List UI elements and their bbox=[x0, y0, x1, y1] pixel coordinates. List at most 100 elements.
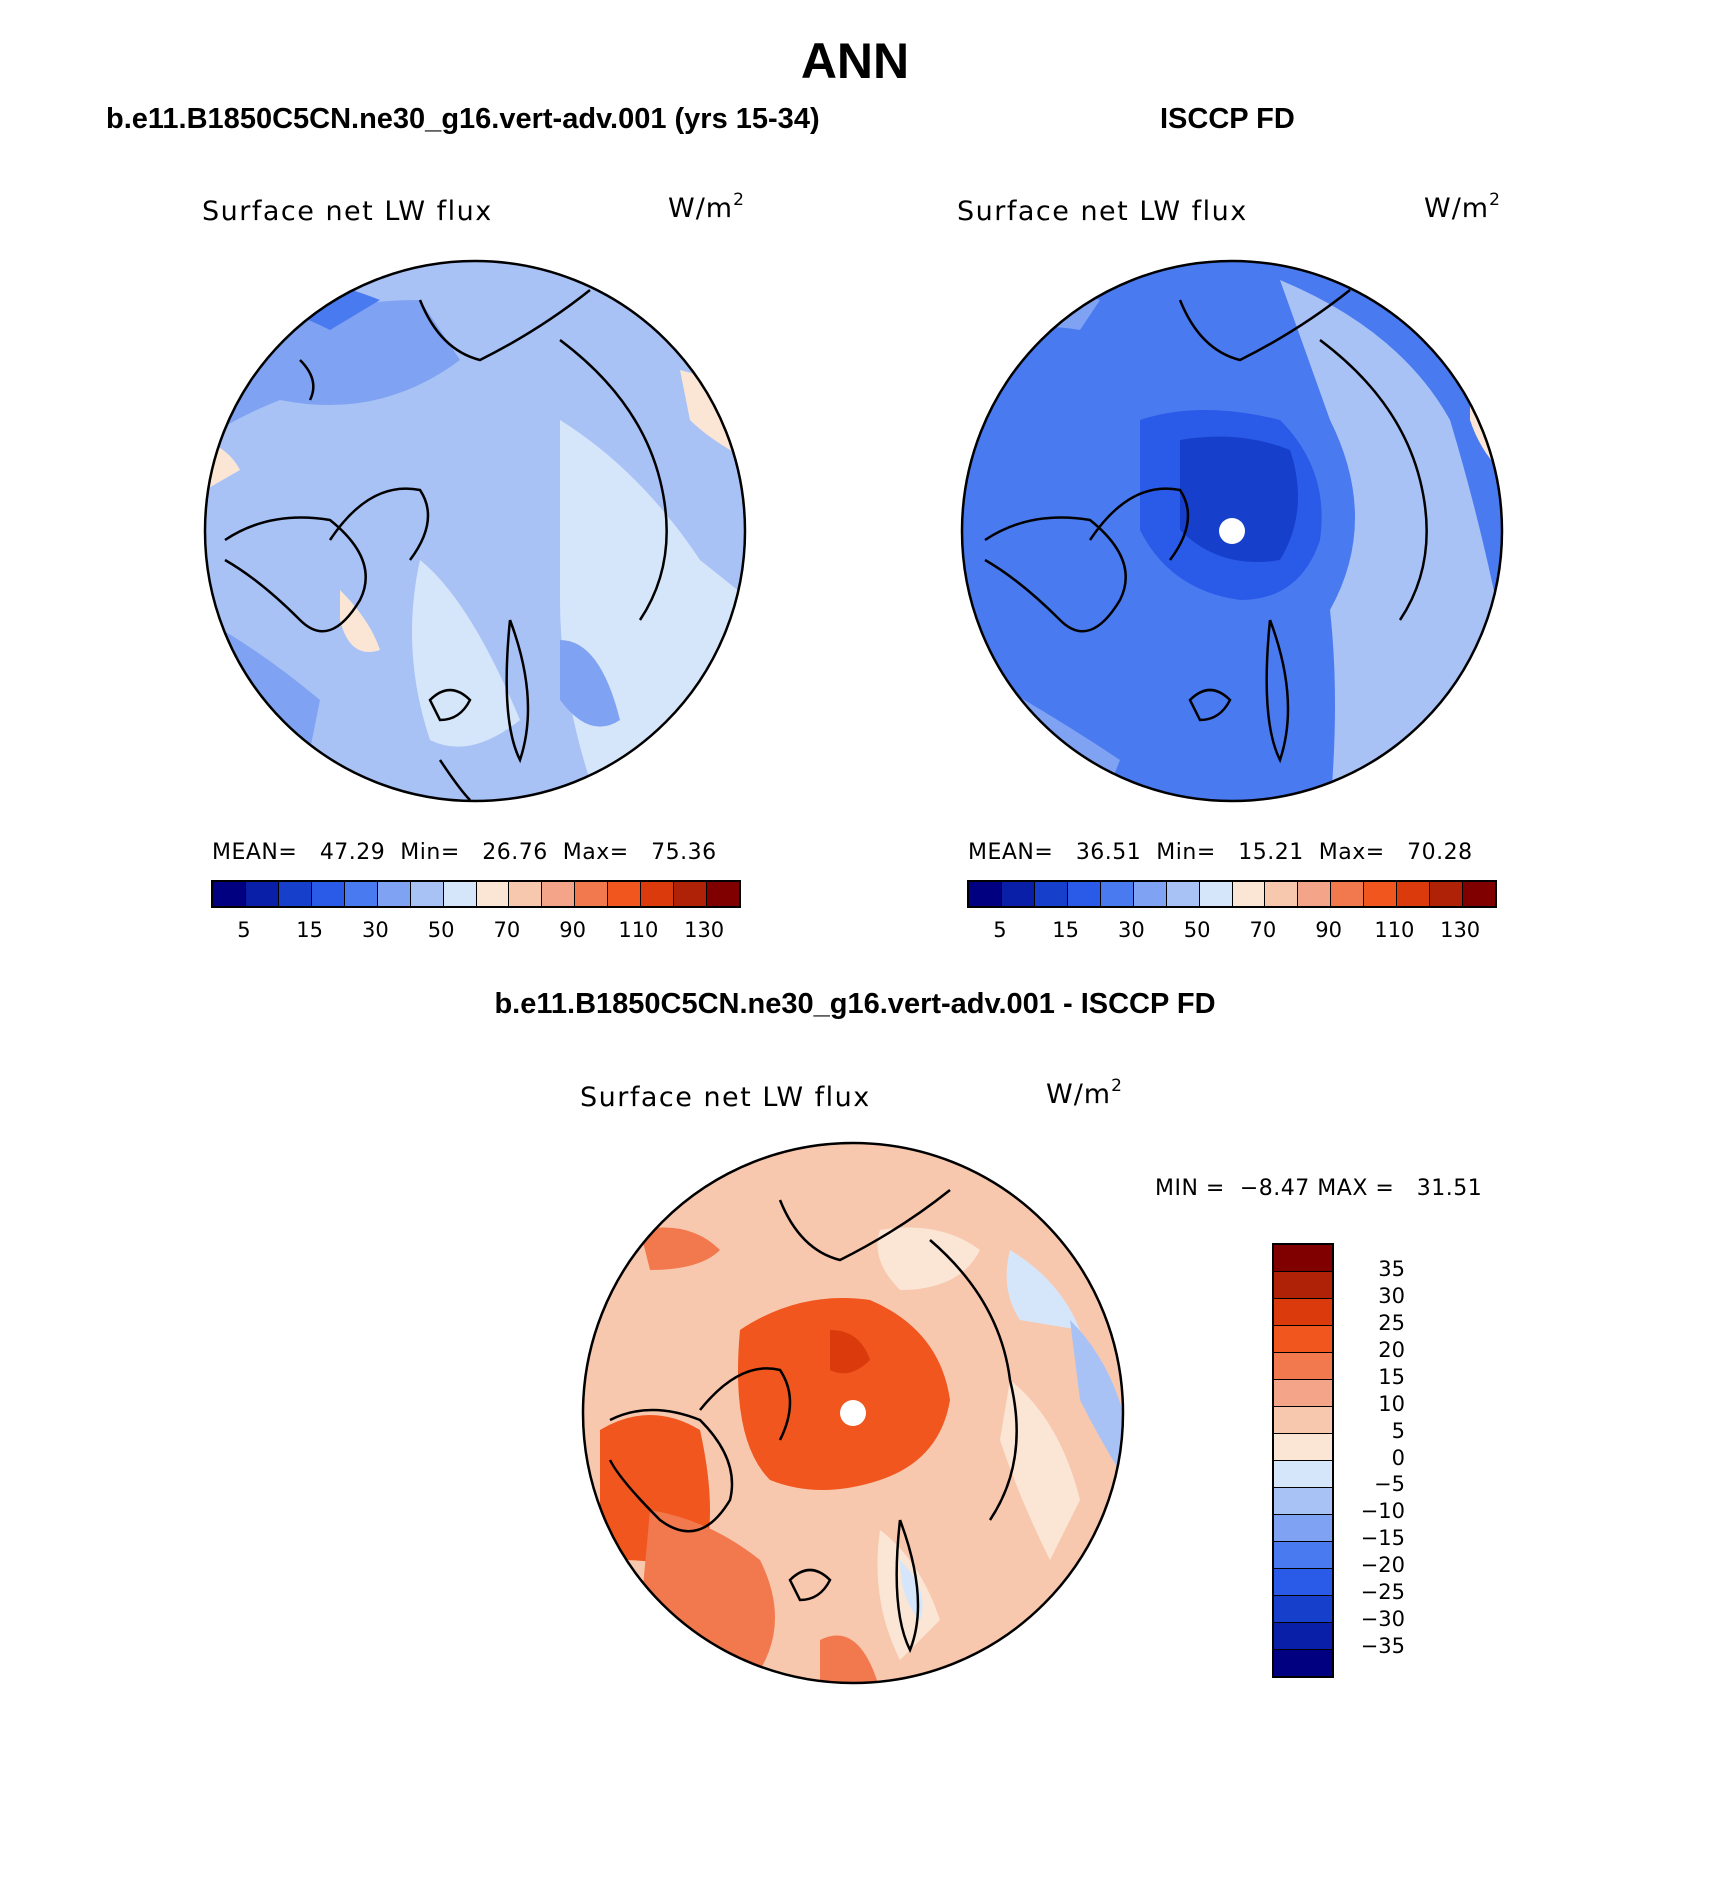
colorbar-swatch bbox=[1274, 1406, 1332, 1433]
colorbar-tick-label: −5 bbox=[1374, 1472, 1405, 1497]
diff-stats: MIN = −8.47 MAX = 31.51 bbox=[1155, 1176, 1483, 1201]
colorbar-swatch bbox=[244, 882, 278, 906]
obs-units: W/m2 bbox=[1424, 190, 1501, 224]
colorbar-swatch bbox=[1462, 882, 1495, 906]
colorbar-swatch bbox=[1132, 882, 1166, 906]
colorbar-swatch bbox=[1274, 1541, 1332, 1568]
colorbar-tick-label: 5 bbox=[237, 918, 251, 942]
colorbar-swatch bbox=[1066, 882, 1100, 906]
colorbar-tick-label: 0 bbox=[1391, 1445, 1405, 1470]
colorbar-swatch bbox=[1099, 882, 1133, 906]
colorbar-swatch bbox=[1396, 882, 1430, 906]
diff-units: W/m2 bbox=[1046, 1076, 1123, 1110]
colorbar-tick-label: 30 bbox=[362, 918, 389, 942]
colorbar-swatch bbox=[1274, 1245, 1332, 1271]
colorbar-tick-label: 5 bbox=[993, 918, 1007, 942]
obs-stats: MEAN= 36.51 Min= 15.21 Max= 70.28 bbox=[968, 840, 1473, 865]
colorbar-tick-label: 70 bbox=[1249, 918, 1277, 942]
colorbar-tick-label: 130 bbox=[684, 918, 725, 942]
colorbar-swatch bbox=[1297, 882, 1331, 906]
colorbar-tick-label: 90 bbox=[559, 918, 586, 942]
obs-plot-label: Surface net LW flux bbox=[957, 196, 1248, 227]
model-colorbar bbox=[211, 880, 741, 908]
diff-panel-header: b.e11.B1850C5CN.ne30_g16.vert-adv.001 - … bbox=[494, 988, 1216, 1020]
colorbar-tick-label: 90 bbox=[1315, 918, 1342, 942]
colorbar-swatch bbox=[1274, 1595, 1332, 1622]
colorbar-swatch bbox=[1033, 882, 1067, 906]
colorbar-tick-label: −20 bbox=[1360, 1553, 1405, 1578]
colorbar-swatch bbox=[706, 882, 739, 906]
colorbar-tick-label: 10 bbox=[1378, 1391, 1405, 1416]
colorbar-swatch bbox=[1274, 1487, 1332, 1514]
colorbar-tick-label: 70 bbox=[493, 918, 521, 942]
colorbar-tick-label: 130 bbox=[1440, 918, 1481, 942]
colorbar-swatch bbox=[376, 882, 410, 906]
colorbar-tick-label: −35 bbox=[1360, 1634, 1405, 1659]
obs-colorbar-ticks: 5 15 30 50 70 90 110 130 bbox=[967, 918, 1497, 948]
colorbar-swatch bbox=[475, 882, 509, 906]
colorbar-tick-label: −30 bbox=[1360, 1607, 1405, 1632]
page-title: ANN bbox=[800, 33, 910, 89]
colorbar-swatch bbox=[1274, 1325, 1332, 1352]
colorbar-swatch bbox=[442, 882, 476, 906]
colorbar-swatch bbox=[1274, 1352, 1332, 1379]
colorbar-swatch bbox=[310, 882, 344, 906]
colorbar-swatch bbox=[1274, 1271, 1332, 1298]
colorbar-tick-label: 50 bbox=[1183, 918, 1211, 942]
obs-panel-header: ISCCP FD bbox=[1160, 103, 1295, 135]
colorbar-swatch bbox=[673, 882, 707, 906]
colorbar-swatch bbox=[1274, 1379, 1332, 1406]
colorbar-swatch bbox=[1000, 882, 1034, 906]
colorbar-tick-label: 25 bbox=[1378, 1310, 1405, 1335]
obs-colorbar bbox=[967, 880, 1497, 908]
model-units: W/m2 bbox=[668, 190, 745, 224]
colorbar-swatch bbox=[1330, 882, 1364, 906]
colorbar-tick-label: −10 bbox=[1360, 1499, 1405, 1524]
colorbar-swatch bbox=[409, 882, 443, 906]
model-colorbar-ticks: 5 15 30 50 70 90 110 130 bbox=[211, 918, 741, 948]
colorbar-swatch bbox=[1274, 1514, 1332, 1541]
colorbar-tick-label: 15 bbox=[1052, 918, 1079, 942]
colorbar-swatch bbox=[1274, 1568, 1332, 1595]
colorbar-tick-label: 50 bbox=[427, 918, 455, 942]
colorbar-swatch bbox=[969, 882, 1001, 906]
colorbar-swatch bbox=[607, 882, 641, 906]
colorbar-tick-label: 5 bbox=[1391, 1418, 1405, 1443]
diff-map bbox=[583, 1143, 1123, 1683]
colorbar-tick-label: 110 bbox=[618, 918, 659, 942]
colorbar-swatch bbox=[1165, 882, 1199, 906]
colorbar-tick-label: 15 bbox=[1378, 1364, 1405, 1389]
colorbar-swatch bbox=[541, 882, 575, 906]
colorbar-tick-label: −15 bbox=[1360, 1526, 1405, 1551]
diff-colorbar bbox=[1272, 1243, 1334, 1678]
colorbar-swatch bbox=[1274, 1298, 1332, 1325]
colorbar-swatch bbox=[1274, 1460, 1332, 1487]
obs-map bbox=[962, 261, 1502, 801]
colorbar-tick-label: 30 bbox=[1378, 1283, 1405, 1308]
colorbar-tick-label: 15 bbox=[296, 918, 323, 942]
colorbar-swatch bbox=[508, 882, 542, 906]
colorbar-swatch bbox=[1231, 882, 1265, 906]
model-stats: MEAN= 47.29 Min= 26.76 Max= 75.36 bbox=[212, 840, 717, 865]
model-plot-label: Surface net LW flux bbox=[202, 196, 493, 227]
colorbar-swatch bbox=[277, 882, 311, 906]
colorbar-swatch bbox=[1264, 882, 1298, 906]
colorbar-swatch bbox=[1274, 1622, 1332, 1649]
colorbar-swatch bbox=[213, 882, 245, 906]
colorbar-swatch bbox=[1429, 882, 1463, 906]
model-panel-header: b.e11.B1850C5CN.ne30_g16.vert-adv.001 (y… bbox=[106, 103, 820, 135]
colorbar-swatch bbox=[1274, 1649, 1332, 1676]
colorbar-tick-label: 20 bbox=[1378, 1337, 1405, 1362]
colorbar-tick-label: 30 bbox=[1118, 918, 1145, 942]
colorbar-tick-label: 35 bbox=[1378, 1256, 1405, 1281]
diff-colorbar-ticks: 35 30 25 20 15 10 5 0 −5 −10 −15 −20 −25 −30 −35 bbox=[1335, 1243, 1415, 1678]
colorbar-tick-label: 110 bbox=[1374, 918, 1415, 942]
colorbar-swatch bbox=[1198, 882, 1232, 906]
colorbar-swatch bbox=[1274, 1433, 1332, 1460]
colorbar-swatch bbox=[343, 882, 377, 906]
diff-plot-label: Surface net LW flux bbox=[580, 1082, 871, 1113]
colorbar-swatch bbox=[1363, 882, 1397, 906]
colorbar-tick-label: −25 bbox=[1360, 1580, 1405, 1605]
colorbar-swatch bbox=[574, 882, 608, 906]
